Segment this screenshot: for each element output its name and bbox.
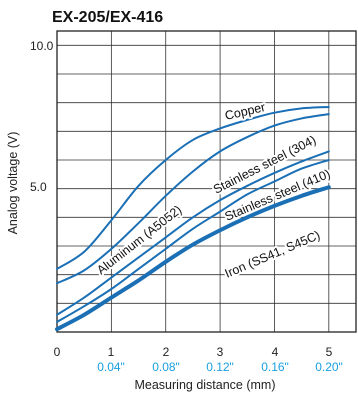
chart-title: EX-205/EX-416 [52, 9, 163, 26]
series-line-stainless-steel-304 [56, 113, 330, 285]
grid [57, 31, 356, 332]
series-line-copper [56, 105, 330, 270]
y-tick-label: 5.0 [30, 180, 47, 194]
series-line-iron-ss41-s45c [55, 185, 331, 332]
y-axis-label: Analog voltage (V) [6, 132, 20, 235]
x-tick-labels: 0 1 2 3 4 5 0.04" 0.08" 0.12" 0.16" 0.20… [54, 345, 343, 374]
x-tick-inch-label: 0.12" [206, 360, 234, 374]
x-tick-label: 2 [163, 345, 170, 359]
y-tick-labels: 10.0 5.0 [30, 39, 54, 194]
x-tick-label: 1 [108, 345, 115, 359]
series-label-iron: Iron (SS41, S45C) [223, 228, 322, 281]
series-layer [55, 105, 331, 332]
x-tick-inch-label: 0.08" [152, 360, 180, 374]
x-tick-label: 0 [54, 345, 61, 359]
x-tick-label: 5 [326, 345, 333, 359]
x-tick-label: 3 [217, 345, 224, 359]
series-label-aluminum: Aluminum (A5052) [94, 203, 184, 278]
x-axis-label: Measuring distance (mm) [134, 378, 275, 392]
x-tick-inch-label: 0.04" [97, 360, 125, 374]
series-labels: Copper Stainless steel (304) Stainless s… [92, 98, 334, 283]
x-tick-inch-label: 0.16" [261, 360, 289, 374]
series-line-stainless-steel-410 [56, 150, 330, 316]
plot-frame [56, 30, 357, 333]
x-tick-inch-label: 0.20" [315, 360, 343, 374]
series-line-aluminum-a5052 [56, 159, 330, 323]
x-tick-label: 4 [272, 345, 279, 359]
y-tick-label: 10.0 [30, 39, 54, 53]
